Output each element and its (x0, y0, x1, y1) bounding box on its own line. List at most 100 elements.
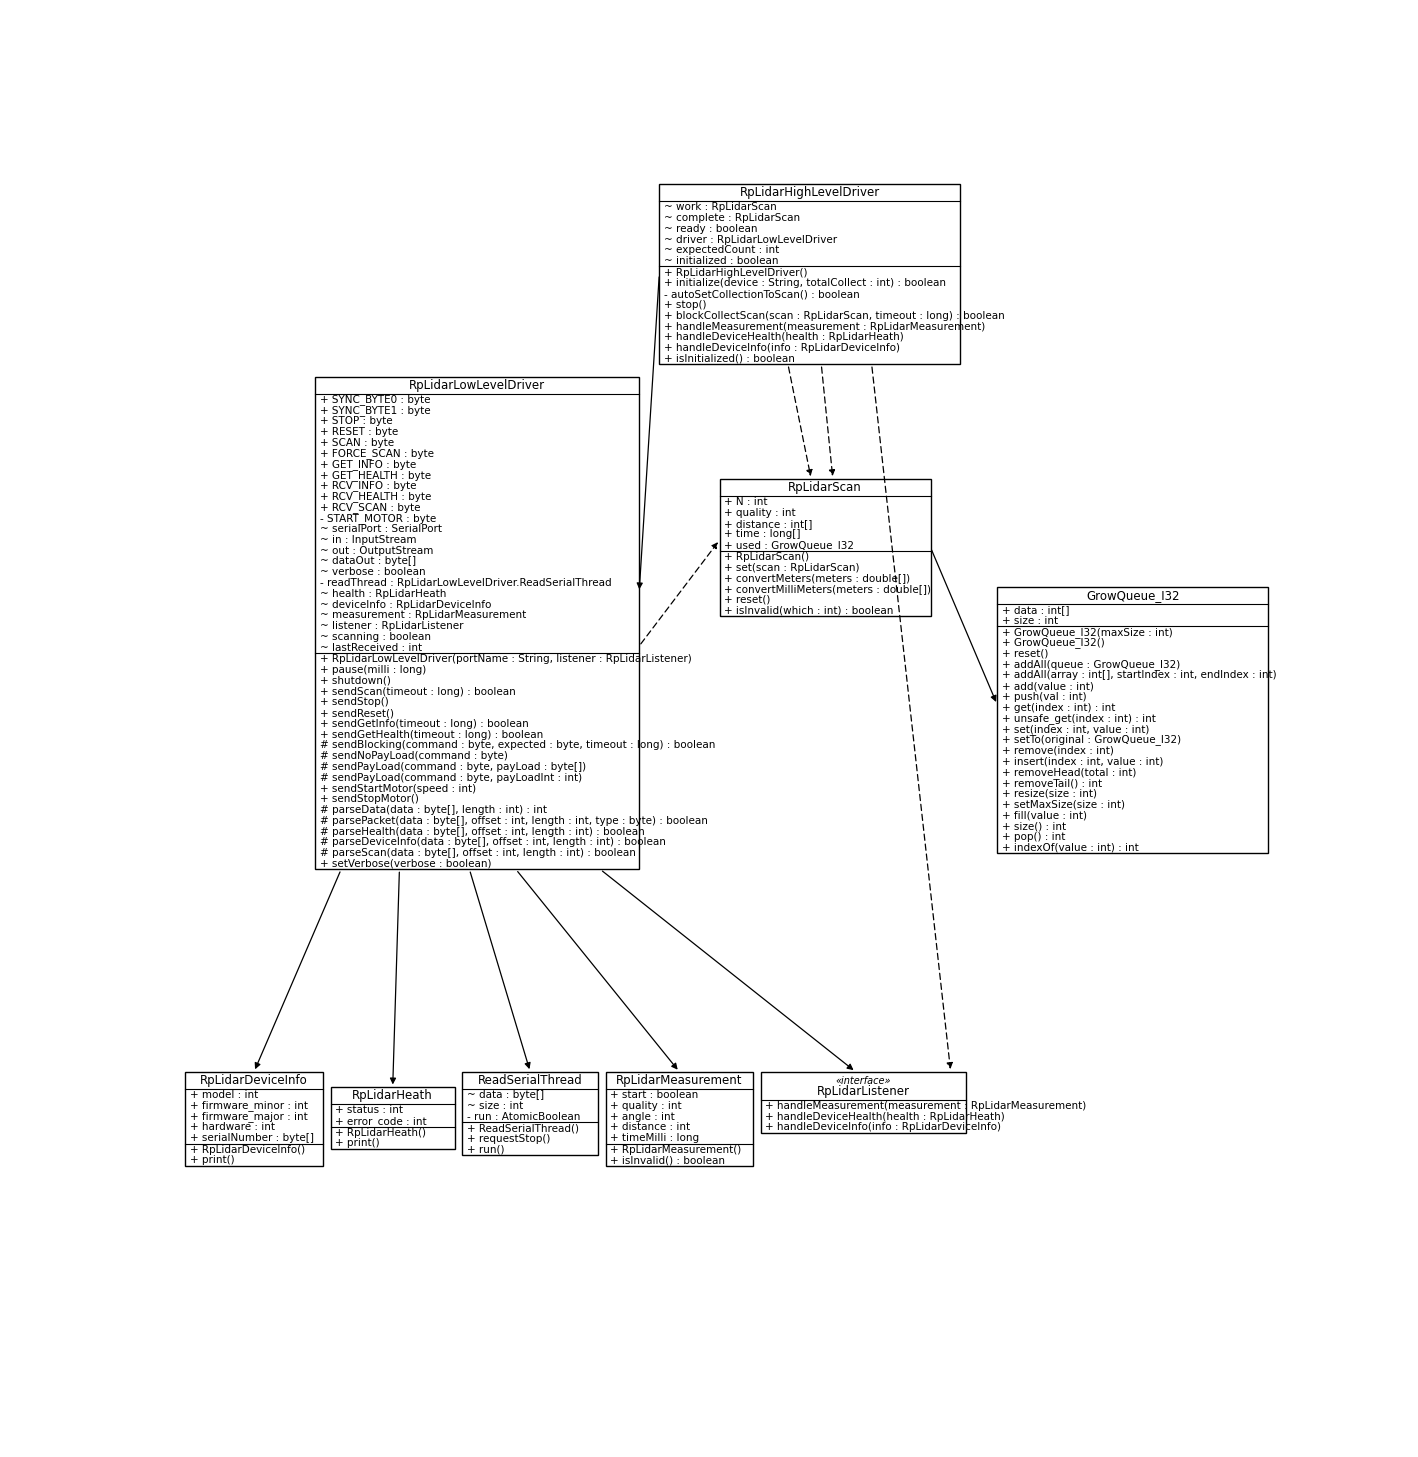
Text: + distance : int[]: + distance : int[] (725, 519, 813, 529)
Text: # parseDeviceInfo(data : byte[], offset : int, length : int) : boolean: # parseDeviceInfo(data : byte[], offset … (320, 838, 665, 848)
Text: + convertMeters(meters : double[]): + convertMeters(meters : double[]) (725, 573, 910, 583)
Text: + handleDeviceInfo(info : RpLidarDeviceInfo): + handleDeviceInfo(info : RpLidarDeviceI… (766, 1122, 1001, 1132)
Text: ~ work : RpLidarScan: ~ work : RpLidarScan (664, 203, 777, 213)
Text: + hardware : int: + hardware : int (190, 1122, 275, 1132)
Text: + setTo(original : GrowQueue_I32): + setTo(original : GrowQueue_I32) (1003, 734, 1181, 746)
Text: ~ health : RpLidarHeath: ~ health : RpLidarHeath (320, 589, 447, 599)
Text: + initialize(device : String, totalCollect : int) : boolean: + initialize(device : String, totalColle… (664, 278, 946, 288)
Text: + RpLidarMeasurement(): + RpLidarMeasurement() (611, 1145, 742, 1154)
Text: + blockCollectScan(scan : RpLidarScan, timeout : long) : boolean: + blockCollectScan(scan : RpLidarScan, t… (664, 310, 1005, 321)
Text: + handleDeviceHealth(health : RpLidarHeath): + handleDeviceHealth(health : RpLidarHea… (766, 1112, 1005, 1122)
Text: «interface»: «interface» (835, 1075, 892, 1085)
Text: + RpLidarHighLevelDriver(): + RpLidarHighLevelDriver() (664, 268, 807, 278)
Text: + removeTail() : int: + removeTail() : int (1003, 778, 1102, 788)
Text: ~ serialPort : SerialPort: ~ serialPort : SerialPort (320, 525, 442, 535)
Text: - autoSetCollectionToScan() : boolean: - autoSetCollectionToScan() : boolean (664, 288, 859, 299)
Text: + set(index : int, value : int): + set(index : int, value : int) (1003, 724, 1149, 734)
Text: + size() : int: + size() : int (1003, 822, 1066, 832)
Text: + SYNC_BYTE1 : byte: + SYNC_BYTE1 : byte (320, 405, 431, 415)
Text: # sendPayLoad(command : byte, payLoad : byte[]): # sendPayLoad(command : byte, payLoad : … (320, 762, 586, 772)
Text: RpLidarListener: RpLidarListener (817, 1085, 910, 1099)
Text: + time : long[]: + time : long[] (725, 529, 801, 539)
Text: + pause(milli : long): + pause(milli : long) (320, 664, 425, 675)
Bar (462, 1072, 598, 1155)
Text: ~ ready : boolean: ~ ready : boolean (664, 224, 757, 233)
Text: # parseHealth(data : byte[], offset : int, length : int) : boolean: # parseHealth(data : byte[], offset : in… (320, 826, 645, 836)
Text: RpLidarMeasurement: RpLidarMeasurement (617, 1074, 743, 1087)
Text: + requestStop(): + requestStop() (467, 1134, 550, 1144)
Text: + isInitialized() : boolean: + isInitialized() : boolean (664, 354, 795, 364)
Text: + removeHead(total : int): + removeHead(total : int) (1003, 768, 1136, 778)
Text: - readThread : RpLidarLowLevelDriver.ReadSerialThread: - readThread : RpLidarLowLevelDriver.Rea… (320, 578, 611, 589)
Text: + sendStop(): + sendStop() (320, 698, 389, 707)
Bar (315, 376, 640, 870)
Text: + stop(): + stop() (664, 300, 706, 310)
Text: ~ measurement : RpLidarMeasurement: ~ measurement : RpLidarMeasurement (320, 610, 526, 621)
Text: # sendNoPayLoad(command : byte): # sendNoPayLoad(command : byte) (320, 752, 508, 761)
Bar (720, 479, 930, 616)
Bar (659, 184, 960, 364)
Text: - START_MOTOR : byte: - START_MOTOR : byte (320, 513, 437, 523)
Text: ~ initialized : boolean: ~ initialized : boolean (664, 256, 778, 267)
Text: + RCV_INFO : byte: + RCV_INFO : byte (320, 481, 417, 491)
Text: ReadSerialThread: ReadSerialThread (478, 1074, 583, 1087)
Text: + quality : int: + quality : int (725, 508, 795, 517)
Text: ~ listener : RpLidarListener: ~ listener : RpLidarListener (320, 621, 464, 631)
Text: ~ deviceInfo : RpLidarDeviceInfo: ~ deviceInfo : RpLidarDeviceInfo (320, 599, 491, 609)
Text: + insert(index : int, value : int): + insert(index : int, value : int) (1003, 756, 1163, 766)
Text: + reset(): + reset() (725, 594, 771, 605)
Text: + push(val : int): + push(val : int) (1003, 692, 1086, 702)
Text: + GrowQueue_I32(): + GrowQueue_I32() (1003, 638, 1105, 648)
Text: ~ driver : RpLidarLowLevelDriver: ~ driver : RpLidarLowLevelDriver (664, 235, 837, 245)
Text: + serialNumber : byte[]: + serialNumber : byte[] (190, 1134, 313, 1144)
Text: + RCV_SCAN : byte: + RCV_SCAN : byte (320, 503, 420, 513)
Text: + remove(index : int): + remove(index : int) (1003, 746, 1113, 756)
Text: + firmware_minor : int: + firmware_minor : int (190, 1100, 308, 1112)
Text: + RpLidarLowLevelDriver(portName : String, listener : RpLidarListener): + RpLidarLowLevelDriver(portName : Strin… (320, 654, 692, 664)
Text: + SYNC_BYTE0 : byte: + SYNC_BYTE0 : byte (320, 395, 430, 405)
Bar (330, 1087, 455, 1150)
Text: + FORCE_SCAN : byte: + FORCE_SCAN : byte (320, 449, 434, 459)
Text: + ReadSerialThread(): + ReadSerialThread() (467, 1123, 579, 1134)
Text: ~ dataOut : byte[]: ~ dataOut : byte[] (320, 557, 415, 567)
Text: + sendGetInfo(timeout : long) : boolean: + sendGetInfo(timeout : long) : boolean (320, 718, 529, 728)
Text: + handleDeviceInfo(info : RpLidarDeviceInfo): + handleDeviceInfo(info : RpLidarDeviceI… (664, 342, 900, 353)
Text: # sendPayLoad(command : byte, payLoadInt : int): # sendPayLoad(command : byte, payLoadInt… (320, 772, 581, 782)
Bar (761, 1072, 966, 1132)
Text: ~ expectedCount : int: ~ expectedCount : int (664, 245, 780, 255)
Text: ~ complete : RpLidarScan: ~ complete : RpLidarScan (664, 213, 800, 223)
Text: RpLidarScan: RpLidarScan (788, 481, 862, 494)
Text: + setMaxSize(size : int): + setMaxSize(size : int) (1003, 800, 1124, 810)
Text: + sendScan(timeout : long) : boolean: + sendScan(timeout : long) : boolean (320, 686, 516, 696)
Text: + angle : int: + angle : int (611, 1112, 675, 1122)
Text: # parseScan(data : byte[], offset : int, length : int) : boolean: # parseScan(data : byte[], offset : int,… (320, 848, 635, 858)
Text: + addAll(queue : GrowQueue_I32): + addAll(queue : GrowQueue_I32) (1003, 659, 1180, 670)
Text: RpLidarDeviceInfo: RpLidarDeviceInfo (200, 1074, 308, 1087)
Text: + quality : int: + quality : int (611, 1101, 682, 1110)
Text: + RCV_HEALTH : byte: + RCV_HEALTH : byte (320, 491, 431, 503)
Text: + GrowQueue_I32(maxSize : int): + GrowQueue_I32(maxSize : int) (1003, 627, 1173, 638)
Text: + sendStartMotor(speed : int): + sendStartMotor(speed : int) (320, 784, 476, 794)
Text: + resize(size : int): + resize(size : int) (1003, 788, 1098, 798)
Text: + start : boolean: + start : boolean (611, 1090, 699, 1100)
Text: + unsafe_get(index : int) : int: + unsafe_get(index : int) : int (1003, 712, 1156, 724)
Text: + sendGetHealth(timeout : long) : boolean: + sendGetHealth(timeout : long) : boolea… (320, 730, 543, 740)
Text: ~ data : byte[]: ~ data : byte[] (467, 1090, 545, 1100)
Text: RpLidarHighLevelDriver: RpLidarHighLevelDriver (740, 186, 879, 200)
Text: + SCAN : byte: + SCAN : byte (320, 437, 394, 447)
Text: + N : int: + N : int (725, 497, 769, 507)
Bar (184, 1072, 323, 1166)
Text: ~ size : int: ~ size : int (467, 1101, 523, 1110)
Text: + sendStopMotor(): + sendStopMotor() (320, 794, 418, 804)
Text: + RESET : byte: + RESET : byte (320, 427, 398, 437)
Text: + sendReset(): + sendReset() (320, 708, 394, 718)
Text: + convertMilliMeters(meters : double[]): + convertMilliMeters(meters : double[]) (725, 584, 932, 594)
Text: + isInvalid() : boolean: + isInvalid() : boolean (611, 1155, 726, 1166)
Bar (997, 587, 1269, 854)
Text: + reset(): + reset() (1003, 648, 1048, 659)
Text: GrowQueue_I32: GrowQueue_I32 (1086, 589, 1180, 602)
Text: + setVerbose(verbose : boolean): + setVerbose(verbose : boolean) (320, 860, 492, 868)
Text: ~ out : OutputStream: ~ out : OutputStream (320, 545, 434, 555)
Text: + print(): + print() (335, 1138, 380, 1148)
Text: + pop() : int: + pop() : int (1003, 832, 1065, 842)
